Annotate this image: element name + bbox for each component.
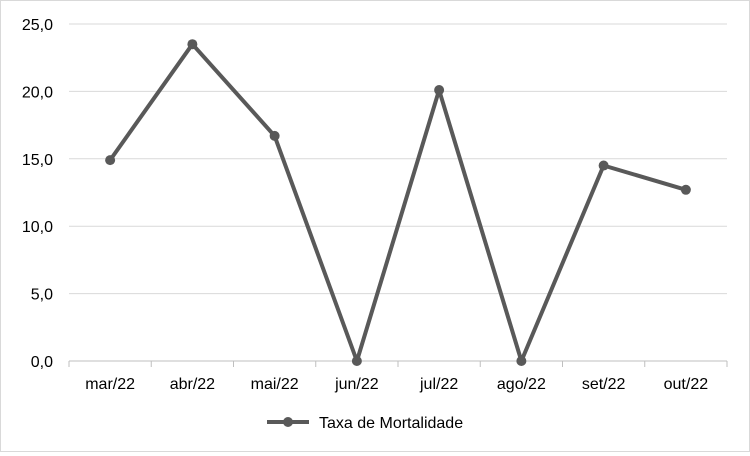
y-tick-label: 10,0 [22,219,53,236]
y-tick-label: 20,0 [22,84,53,101]
y-tick-labels: 0,0 5,0 10,0 15,0 20,0 25,0 [22,17,53,371]
x-tick-label: jul/22 [419,376,458,393]
x-tick-label: set/22 [582,376,626,393]
y-tick-label: 25,0 [22,17,53,34]
data-point [516,356,527,366]
x-tick-label: ago/22 [497,376,546,393]
y-tick-label: 15,0 [22,152,53,169]
y-tick-label: 0,0 [31,354,53,371]
data-point [105,155,116,166]
x-tick-label: jun/22 [334,376,379,393]
legend-point-marker [283,417,293,427]
data-point [434,85,445,96]
data-point [351,356,362,366]
legend: Taxa de Mortalidade [267,415,463,432]
series-layer [105,39,691,366]
data-point [187,39,198,50]
legend-label: Taxa de Mortalidade [319,415,463,432]
series-line [108,42,688,363]
x-tick-labels: mar/22 abr/22 mai/22 jun/22 jul/22 ago/22 set/… [85,376,708,393]
axes [68,360,728,367]
x-tick-label: out/22 [664,376,709,393]
x-tick-label: abr/22 [170,376,215,393]
data-point [269,130,280,141]
gridlines [69,23,727,295]
data-point [598,160,609,171]
x-tick-label: mai/22 [251,376,299,393]
y-tick-label: 5,0 [31,287,53,304]
x-tick-label: mar/22 [85,376,135,393]
data-point [680,184,691,195]
